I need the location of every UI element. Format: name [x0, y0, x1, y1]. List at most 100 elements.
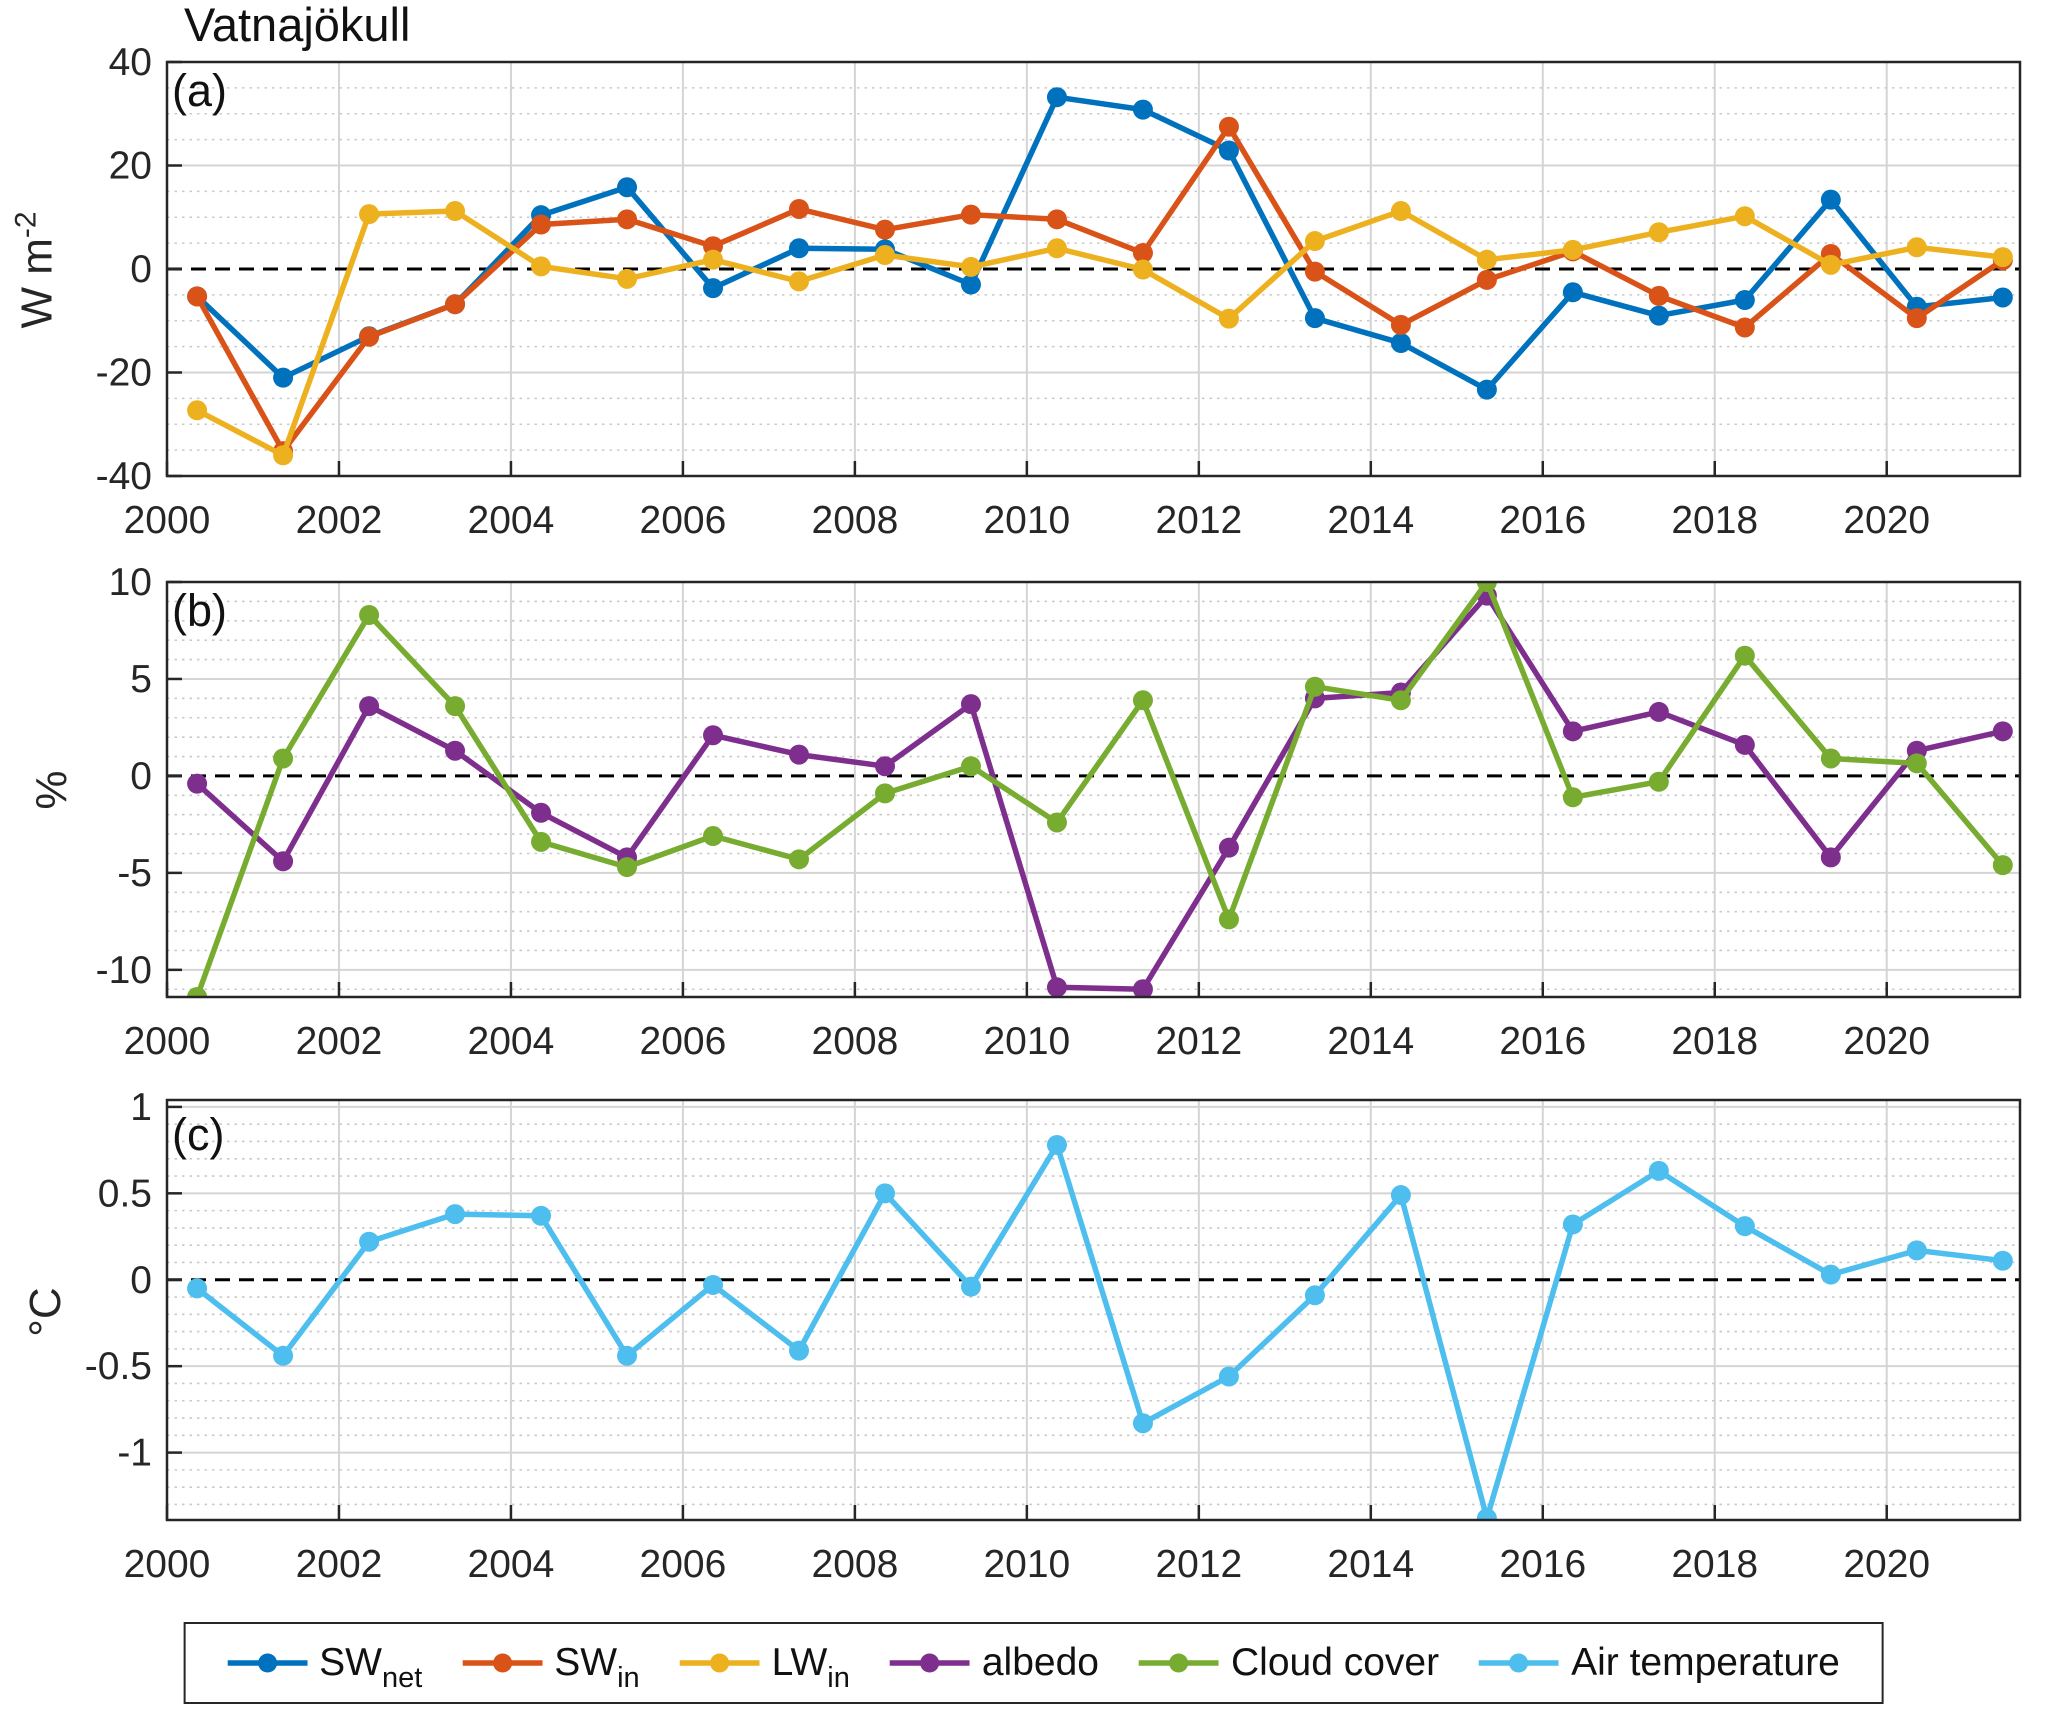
- series-air-temperature-marker: [1476, 1508, 1497, 1521]
- series-sw-in-marker: [960, 204, 981, 225]
- legend-item-cloud-cover: Cloud cover: [1138, 1641, 1440, 1685]
- legend-item-air-temperature: Air temperature: [1479, 1641, 1840, 1685]
- series-lw-in-line: [195, 208, 2004, 459]
- series-lw-in-marker: [1046, 238, 1067, 259]
- series-lw-in-marker: [1648, 222, 1669, 243]
- series-air-temperature-marker: [1992, 1250, 2013, 1271]
- series-cloud-cover-marker: [1648, 771, 1669, 792]
- series-sw-net-line: [195, 94, 2004, 393]
- panel-c: 2000 2002 2004 2006 2008 2010 2012 2014 2016 2018…: [85, 1086, 2022, 1586]
- series-cloud-cover-marker: [1304, 676, 1325, 697]
- series-sw-net-marker: [1304, 308, 1325, 329]
- x-tick-label: 2006: [640, 1543, 727, 1586]
- x-tick-label: 2004: [468, 499, 555, 542]
- series-sw-net-marker: [1648, 305, 1669, 326]
- panel-c-label: (c): [172, 1109, 225, 1160]
- series-air-temperature-marker: [617, 1345, 638, 1366]
- axes-box: [165, 1098, 2022, 1522]
- series-lw-in-marker: [1476, 249, 1497, 270]
- legend: SWnet SWin LWin albedo Cloud cover Air temper…: [183, 1622, 1884, 1704]
- series-cloud-cover-marker: [1218, 909, 1239, 930]
- series-lw-in-marker: [273, 445, 294, 466]
- x-tick-label: 2018: [1671, 1543, 1758, 1586]
- series-cloud-cover-marker: [359, 604, 380, 625]
- series-sw-net-marker: [788, 238, 809, 259]
- legend-label: Cloud cover: [1230, 1641, 1440, 1684]
- series-sw-in-marker: [874, 219, 895, 240]
- series-cloud-cover-marker: [273, 748, 294, 769]
- series-air-temperature-marker: [874, 1183, 895, 1204]
- series-air-temperature-marker: [1820, 1264, 1841, 1285]
- x-tick-label: 2002: [296, 499, 383, 542]
- x-tick-label: 2000: [124, 1020, 211, 1063]
- series-lw-in-marker: [1992, 247, 2013, 268]
- series-sw-net-marker: [1562, 282, 1583, 303]
- series-cloud-cover-marker: [1734, 645, 1755, 666]
- legend-line-marker-icon: [1479, 1653, 1560, 1673]
- series-sw-in-marker: [1390, 314, 1411, 335]
- y-tick-label: -0.5: [85, 1345, 152, 1388]
- series-albedo-marker: [359, 696, 380, 717]
- series-cloud-cover: [187, 581, 2013, 998]
- series-air-temperature-marker: [1218, 1366, 1239, 1387]
- series-cloud-cover-marker: [617, 857, 638, 878]
- series-lw-in-marker: [788, 271, 809, 292]
- series-sw-net-marker: [960, 274, 981, 295]
- series-cloud-cover-marker: [703, 826, 724, 847]
- x-tick-label: 2010: [983, 1543, 1070, 1586]
- legend-line-marker-icon: [889, 1653, 970, 1673]
- series-lw-in-marker: [703, 249, 724, 270]
- series-lw-in-marker: [1734, 206, 1755, 227]
- series-air-temperature: [187, 1134, 2013, 1521]
- legend-item-albedo: albedo: [889, 1641, 1099, 1685]
- x-tick-label: 2012: [1155, 1020, 1242, 1063]
- x-tick-label: 2000: [124, 499, 211, 542]
- series-lw-in-marker: [1820, 254, 1841, 275]
- series-air-temperature-marker: [187, 1278, 208, 1299]
- x-tick-label: 2000: [124, 1543, 211, 1586]
- series-lw-in-marker: [1390, 201, 1411, 222]
- series-sw-in: [187, 116, 2013, 462]
- y-tick-label: 10: [109, 561, 152, 604]
- panel-a-label: (a): [172, 65, 227, 116]
- series-air-temperature-marker: [1132, 1413, 1153, 1434]
- series-air-temperature-marker: [703, 1274, 724, 1295]
- series-sw-net-marker: [1390, 333, 1411, 354]
- series-sw-in-marker: [1304, 261, 1325, 282]
- series-sw-in-marker: [359, 326, 380, 347]
- x-tick-label: 2016: [1499, 499, 1586, 542]
- series-air-temperature-marker: [960, 1276, 981, 1297]
- x-tick-label: 2008: [812, 1543, 899, 1586]
- series-cloud-cover-line: [194, 581, 2005, 998]
- series-sw-in-marker: [1218, 116, 1239, 137]
- x-tick-label: 2012: [1155, 499, 1242, 542]
- x-tick-label: 2006: [640, 499, 727, 542]
- series-cloud-cover-marker: [1906, 753, 1927, 774]
- series-cloud-cover-marker: [445, 696, 466, 717]
- series-lw-in-marker: [960, 256, 981, 277]
- series-air-temperature-marker: [1046, 1134, 1067, 1155]
- x-tick-label: 2020: [1843, 499, 1930, 542]
- series-cloud-cover-marker: [1476, 581, 1497, 592]
- series-sw-in-marker: [1906, 308, 1927, 329]
- series-albedo-marker: [1562, 721, 1583, 742]
- x-tick-label: 2014: [1327, 1543, 1414, 1586]
- x-tick-label: 2018: [1671, 499, 1758, 542]
- series-cloud-cover-marker: [960, 756, 981, 777]
- series-sw-in-marker: [1046, 209, 1067, 230]
- legend-label: LWin: [771, 1641, 850, 1694]
- series-air-temperature-marker: [1734, 1216, 1755, 1237]
- series-cloud-cover-marker: [1046, 812, 1067, 833]
- x-tick-label: 2004: [468, 1543, 555, 1586]
- series-air-temperature-marker: [1906, 1240, 1927, 1261]
- x-tick-label: 2014: [1327, 1020, 1414, 1063]
- series-lw-in-marker: [1562, 239, 1583, 260]
- x-tick-label: 2016: [1499, 1020, 1586, 1063]
- series-lw-in-marker: [1304, 231, 1325, 252]
- panel-a: 2000 2002 2004 2006 2008 2010 2012 2014 2016 2018…: [96, 41, 2022, 542]
- series-cloud-cover-marker: [874, 783, 895, 804]
- series-sw-in-marker: [788, 198, 809, 219]
- y-tick-label: -10: [96, 949, 152, 992]
- series-sw-in-marker: [1648, 285, 1669, 306]
